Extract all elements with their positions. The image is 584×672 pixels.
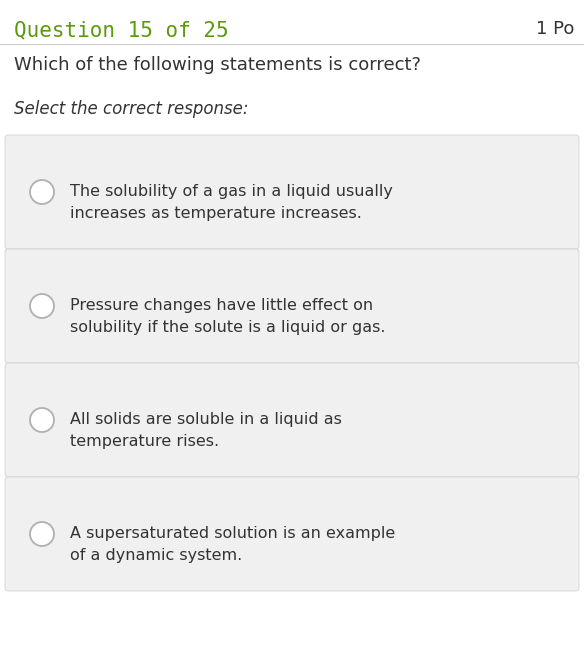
Circle shape [30, 180, 54, 204]
Text: Select the correct response:: Select the correct response: [14, 100, 249, 118]
Circle shape [30, 522, 54, 546]
FancyBboxPatch shape [5, 135, 579, 249]
FancyBboxPatch shape [5, 249, 579, 363]
FancyBboxPatch shape [5, 477, 579, 591]
Text: All solids are soluble in a liquid as
temperature rises.: All solids are soluble in a liquid as te… [70, 412, 342, 449]
Text: The solubility of a gas in a liquid usually
increases as temperature increases.: The solubility of a gas in a liquid usua… [70, 184, 393, 220]
Text: Question 15 of 25: Question 15 of 25 [14, 20, 228, 40]
Text: 1 Po: 1 Po [536, 20, 574, 38]
Text: Which of the following statements is correct?: Which of the following statements is cor… [14, 56, 421, 74]
Text: Pressure changes have little effect on
solubility if the solute is a liquid or g: Pressure changes have little effect on s… [70, 298, 385, 335]
Text: A supersaturated solution is an example
of a dynamic system.: A supersaturated solution is an example … [70, 526, 395, 562]
Circle shape [30, 408, 54, 432]
FancyBboxPatch shape [5, 363, 579, 477]
Circle shape [30, 294, 54, 318]
